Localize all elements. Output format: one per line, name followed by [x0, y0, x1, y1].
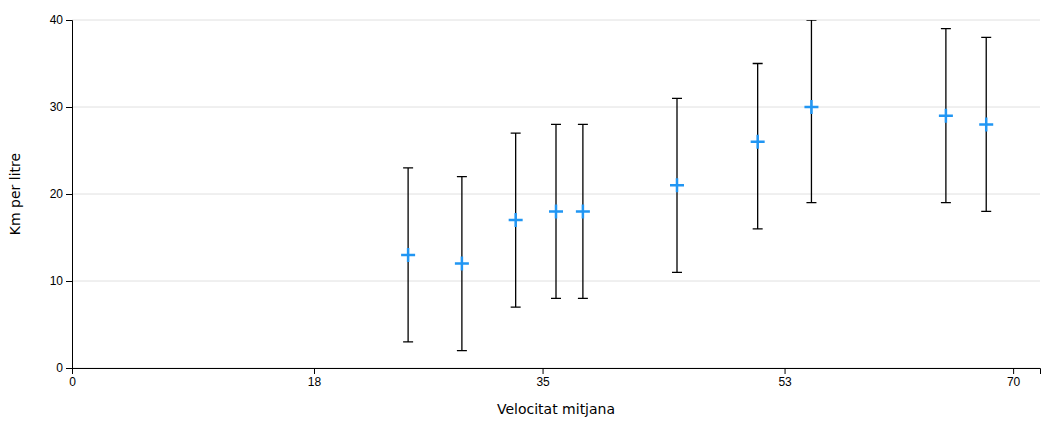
- tick-mark: [66, 107, 72, 108]
- grid-line: [72, 107, 1040, 108]
- tick-mark: [785, 368, 786, 374]
- grid: [72, 20, 1040, 368]
- tick-label: 70: [1007, 375, 1021, 389]
- tick: 35: [536, 368, 550, 389]
- tick-label: 35: [536, 375, 550, 389]
- point: [979, 117, 993, 131]
- tick-mark: [314, 368, 315, 374]
- x-axis: 0 18 35 53 70: [69, 368, 1040, 389]
- tick-mark: [66, 368, 72, 369]
- tick-label: 0: [56, 361, 63, 375]
- tick: 53: [778, 368, 792, 389]
- tick-label: 20: [50, 187, 64, 201]
- tick-mark: [66, 194, 72, 195]
- point: [939, 109, 953, 123]
- point: [576, 204, 590, 218]
- point: [455, 257, 469, 271]
- tick: 40: [50, 13, 72, 27]
- tick-mark: [543, 368, 544, 374]
- tick-label: 30: [50, 100, 64, 114]
- tick: 10: [50, 274, 72, 288]
- tick-label: 18: [308, 375, 322, 389]
- chart: 0 18 35 53 70 0 10 20 30 40 Velocitat mitjana Km pe…: [0, 0, 1064, 430]
- axis-line: [73, 369, 1041, 375]
- tick: 0: [69, 368, 76, 389]
- tick-mark: [66, 20, 72, 21]
- tick-mark: [66, 281, 72, 282]
- tick: 70: [1007, 368, 1021, 389]
- tick: 20: [50, 187, 72, 201]
- tick-mark: [1013, 368, 1014, 374]
- axis-line: [66, 21, 73, 369]
- tick-label: 0: [69, 375, 76, 389]
- tick-label: 40: [50, 13, 64, 27]
- tick: 0: [56, 361, 72, 375]
- plot: 0 18 35 53 70 0 10 20 30 40: [50, 13, 1041, 388]
- point: [804, 100, 818, 114]
- x-axis-title: Velocitat mitjana: [497, 401, 615, 417]
- tick-label: 10: [50, 274, 64, 288]
- point: [549, 204, 563, 218]
- grid-line: [72, 20, 1040, 21]
- point: [751, 135, 765, 149]
- marks: [401, 20, 993, 351]
- point: [509, 213, 523, 227]
- y-axis: 0 10 20 30 40: [50, 13, 73, 375]
- point: [670, 178, 684, 192]
- tick-label: 53: [778, 375, 792, 389]
- y-axis-title: Km per litre: [7, 153, 23, 235]
- point: [401, 248, 415, 262]
- tick: 18: [308, 368, 322, 389]
- tick: 30: [50, 100, 72, 114]
